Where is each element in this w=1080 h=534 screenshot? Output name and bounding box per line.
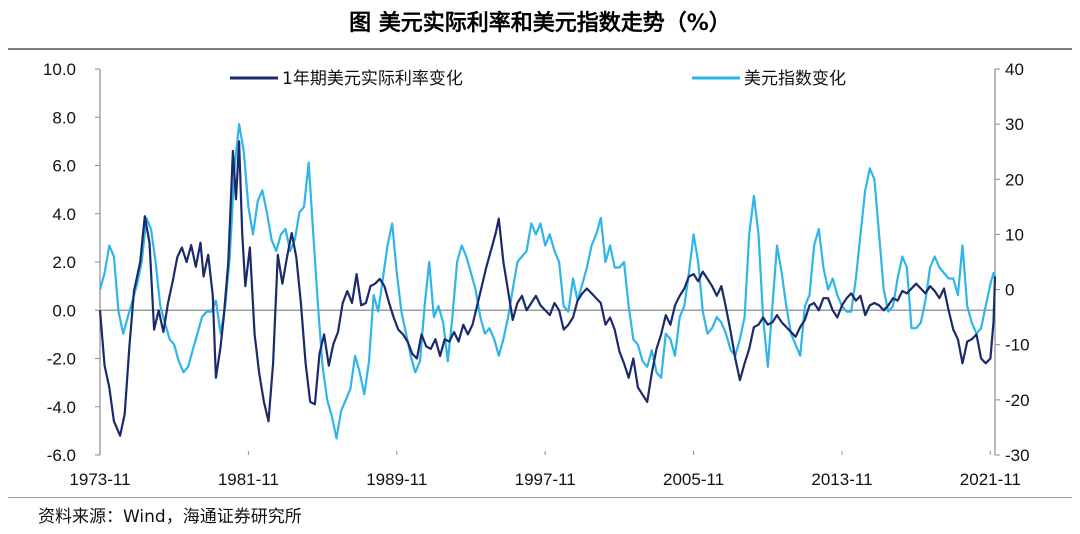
x-tick-label: 2005-11 <box>663 470 724 489</box>
x-tick-label: 1981-11 <box>218 470 279 489</box>
right-tick-label: 20 <box>1005 170 1024 189</box>
legend-label: 美元指数变化 <box>744 69 846 89</box>
left-tick-label: 4.0 <box>52 205 76 224</box>
left-tick-label: 10.0 <box>43 60 76 79</box>
line-chart: 10.0 8.0 6.0 4.0 2.0 0.0 -2.0 -4.0 -6.0 40 30 20 10… <box>43 60 1030 489</box>
right-tick-label: -30 <box>1005 446 1030 465</box>
left-axis-ticks: 10.0 8.0 6.0 4.0 2.0 0.0 -2.0 -4.0 -6.0 <box>43 60 100 465</box>
right-tick-label: 10 <box>1005 225 1024 244</box>
real-rate-series-line <box>98 140 997 437</box>
title-divider <box>8 48 1072 50</box>
right-tick-label: 40 <box>1005 60 1024 79</box>
x-axis-ticks: 1973-11 1981-11 1989-11 1997-11 2005-11 2013-… <box>69 451 1021 489</box>
x-tick-label: 2013-11 <box>811 470 872 489</box>
legend-label: 1年期美元实际利率变化 <box>282 69 463 89</box>
left-tick-label: -6.0 <box>47 446 76 465</box>
source-note: 资料来源：Wind，海通证券研究所 <box>38 507 302 527</box>
chart-title: 图 美元实际利率和美元指数走势（%） <box>349 11 731 36</box>
right-tick-label: 0 <box>1005 281 1014 300</box>
right-tick-label: -20 <box>1005 391 1030 410</box>
right-axis-ticks: 40 30 20 10 0 -10 -20 -30 <box>995 60 1030 465</box>
x-tick-label: 1989-11 <box>366 470 427 489</box>
left-tick-label: -4.0 <box>47 398 76 417</box>
right-tick-label: 30 <box>1005 115 1024 134</box>
left-tick-label: 6.0 <box>52 157 76 176</box>
chart-legend: 1年期美元实际利率变化 美元指数变化 <box>230 69 846 89</box>
dollar-index-series-line <box>98 123 997 440</box>
x-tick-label: 1997-11 <box>515 470 576 489</box>
left-tick-label: 8.0 <box>52 108 76 127</box>
x-tick-label: 2021-11 <box>960 470 1021 489</box>
left-tick-label: 0.0 <box>52 301 76 320</box>
left-tick-label: -2.0 <box>47 350 76 369</box>
right-tick-label: -10 <box>1005 336 1030 355</box>
footer-divider <box>8 497 1072 498</box>
chart-axes <box>99 69 996 455</box>
x-tick-label: 1973-11 <box>69 470 130 489</box>
series-layer <box>98 123 997 440</box>
left-tick-label: 2.0 <box>52 253 76 272</box>
